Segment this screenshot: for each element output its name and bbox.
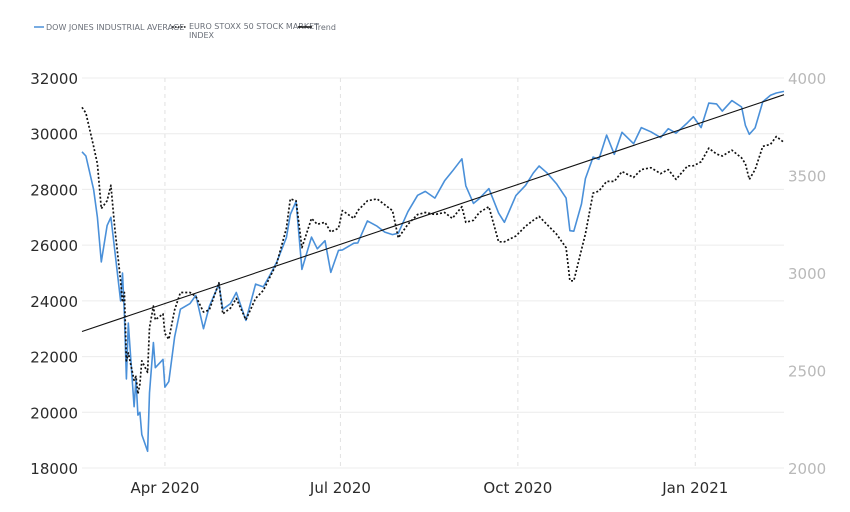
series xyxy=(81,90,785,453)
y-axis-right: 4000 3500 3000 2500 2000 xyxy=(788,70,826,478)
legend-label-trend: Trend xyxy=(313,23,336,32)
y-left-tick-label: 26000 xyxy=(30,237,78,255)
series-line-dow-jones xyxy=(81,90,785,453)
y-right-tick-label: 2500 xyxy=(788,363,826,381)
y-left-tick-label: 18000 xyxy=(30,460,78,478)
y-left-tick-label: 28000 xyxy=(30,181,78,199)
legend: DOW JONES INDUSTRIAL AVERAGE EURO STOXX … xyxy=(34,22,336,40)
series-line-euro-stoxx-50 xyxy=(81,106,785,395)
y-right-tick-label: 3000 xyxy=(788,265,826,283)
x-tick-label: Jul 2020 xyxy=(309,479,371,497)
y-right-tick-label: 3500 xyxy=(788,168,826,186)
x-tick-label: Apr 2020 xyxy=(130,479,199,497)
y-right-tick-label: 4000 xyxy=(788,70,826,88)
y-axis-left: 32000 30000 28000 26000 24000 22000 20000 18000 xyxy=(30,70,78,478)
y-left-tick-label: 32000 xyxy=(30,70,78,88)
legend-label-stoxx-line2: INDEX xyxy=(189,31,215,40)
x-tick-label: Jan 2021 xyxy=(661,479,728,497)
grid xyxy=(82,77,784,469)
y-left-tick-label: 30000 xyxy=(30,126,78,144)
y-left-tick-label: 20000 xyxy=(30,404,78,422)
legend-label-dow: DOW JONES INDUSTRIAL AVERAGE xyxy=(46,23,184,32)
y-left-tick-label: 24000 xyxy=(30,293,78,311)
series-line-trend xyxy=(81,94,785,333)
legend-label-stoxx-line1: EURO STOXX 50 STOCK MARKET xyxy=(189,22,319,31)
x-axis: Apr 2020 Jul 2020 Oct 2020 Jan 2021 xyxy=(130,479,728,497)
y-left-tick-label: 22000 xyxy=(30,349,78,367)
y-right-tick-label: 2000 xyxy=(788,460,826,478)
x-tick-label: Oct 2020 xyxy=(483,479,552,497)
